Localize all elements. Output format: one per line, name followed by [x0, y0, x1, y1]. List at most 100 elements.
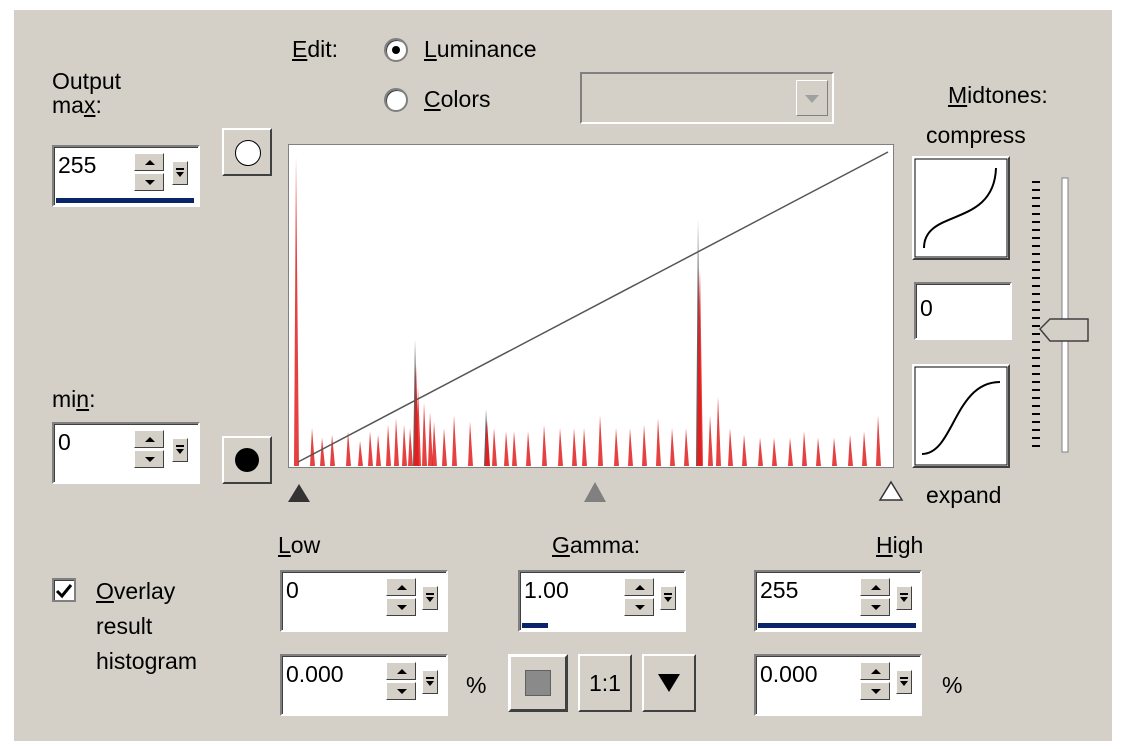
spin-down-icon[interactable] [386, 598, 416, 616]
spin-up-icon[interactable] [134, 430, 164, 448]
slider-track [1061, 177, 1069, 453]
histogram-bar [848, 434, 853, 466]
histogram-bar [346, 431, 351, 466]
low-spin-arrows[interactable] [386, 578, 416, 618]
high-triangle-icon[interactable] [878, 480, 904, 502]
colors-radio[interactable] [384, 88, 408, 112]
spin-up-icon[interactable] [386, 578, 416, 596]
gamma-triangle-icon[interactable] [584, 482, 606, 502]
midtones-slider[interactable] [1020, 172, 1100, 462]
black-point-button[interactable] [222, 436, 272, 484]
gamma-u: G [552, 532, 570, 558]
edit-label: Edit: [292, 36, 338, 62]
histogram-bar [572, 428, 577, 466]
midtones-u: M [948, 82, 968, 108]
output-min-spin-arrows[interactable] [134, 430, 164, 470]
output-min-label: min: [52, 386, 95, 412]
high-rest: igh [892, 532, 924, 558]
histogram-bar [758, 437, 763, 466]
high-percent-spin-arrows[interactable] [860, 662, 890, 702]
spin-down-icon[interactable] [860, 682, 890, 700]
histogram-bar [542, 424, 547, 466]
histogram-bar [628, 428, 633, 466]
dropdown-arrow-icon[interactable] [660, 586, 676, 610]
dropdown-arrow-icon[interactable] [422, 670, 438, 694]
spin-down-icon[interactable] [860, 598, 890, 616]
compress-curve-button[interactable] [912, 156, 1010, 260]
low-triangle-icon[interactable] [288, 484, 310, 502]
high-spinbox[interactable]: 255 [754, 570, 922, 632]
gamma-value[interactable]: 1.00 [524, 577, 569, 603]
gamma-label: Gamma: [552, 532, 640, 558]
histogram-bar [376, 434, 381, 466]
histogram-bar [788, 437, 793, 466]
output-label-max-pre: ma [52, 92, 84, 118]
high-percent-spinbox[interactable]: 0.000 [754, 654, 922, 716]
spin-up-icon[interactable] [860, 578, 890, 596]
low-percent-value[interactable]: 0.000 [286, 661, 344, 687]
midtones-value-field[interactable]: 0 [914, 282, 1012, 340]
colors-u: C [424, 86, 441, 112]
dropdown-arrow-icon[interactable] [896, 586, 912, 610]
high-level-bar [758, 623, 916, 628]
histogram-bar [504, 431, 509, 466]
slider-ticks [1032, 181, 1040, 447]
dropdown-arrow-icon[interactable] [172, 438, 188, 462]
spin-up-icon[interactable] [386, 662, 416, 680]
spin-down-icon[interactable] [386, 682, 416, 700]
options-menu-button[interactable] [642, 654, 696, 712]
high-spin-arrows[interactable] [860, 578, 890, 618]
output-max-spinbox[interactable]: 255 [52, 145, 200, 207]
colors-label[interactable]: Colors [424, 86, 490, 112]
histogram-bar [772, 437, 777, 466]
spin-down-icon[interactable] [624, 598, 654, 616]
expand-curve-icon [914, 366, 1008, 466]
spin-up-icon[interactable] [860, 662, 890, 680]
low-percent-spin-arrows[interactable] [386, 662, 416, 702]
output-min-spinbox[interactable]: 0 [52, 422, 200, 484]
luminance-radio[interactable] [384, 38, 408, 62]
high-percent-value[interactable]: 0.000 [760, 661, 818, 687]
low-spinbox[interactable]: 0 [280, 570, 448, 632]
histogram-bar [432, 421, 437, 466]
expand-curve-button[interactable] [912, 364, 1010, 468]
histogram-graph[interactable] [288, 144, 894, 468]
dropdown-arrow-icon[interactable] [422, 586, 438, 610]
low-percent-spinbox[interactable]: 0.000 [280, 654, 448, 716]
histogram-bar [582, 428, 587, 466]
spin-down-icon[interactable] [134, 450, 164, 468]
gamma-spin-arrows[interactable] [624, 578, 654, 618]
spin-up-icon[interactable] [624, 578, 654, 596]
overlay-label[interactable]: Overlay result histogram [96, 574, 197, 679]
gamma-spinbox[interactable]: 1.00 [518, 570, 686, 632]
triangle-down-icon [658, 674, 680, 692]
high-value[interactable]: 255 [760, 577, 799, 603]
histogram-bar [716, 396, 721, 466]
output-max-label: Output max: [52, 68, 121, 118]
one-to-one-button[interactable]: 1:1 [578, 654, 632, 712]
overlay-checkbox[interactable] [52, 578, 76, 602]
channel-dropdown[interactable] [580, 72, 834, 124]
luminance-label[interactable]: Luminance [424, 36, 537, 62]
square-icon [525, 670, 551, 696]
spin-up-icon[interactable] [134, 153, 164, 171]
histogram-bar [656, 418, 661, 466]
spin-down-icon[interactable] [134, 173, 164, 191]
low-label: Low [278, 532, 320, 558]
output-max-spin-arrows[interactable] [134, 153, 164, 193]
histogram-bar [728, 428, 733, 466]
dropdown-chevron-button[interactable] [796, 80, 828, 116]
dropdown-arrow-icon[interactable] [896, 670, 912, 694]
high-u: H [876, 532, 893, 558]
histogram-bar [512, 431, 517, 466]
histogram-bar [832, 437, 837, 466]
output-min-value[interactable]: 0 [58, 429, 71, 455]
white-point-button[interactable] [222, 128, 272, 176]
midtones-value[interactable]: 0 [920, 295, 933, 321]
low-value[interactable]: 0 [286, 577, 299, 603]
edit-label-rest: dit: [307, 36, 339, 62]
output-max-value[interactable]: 255 [58, 152, 97, 178]
slider-thumb[interactable] [1038, 318, 1089, 342]
dropdown-arrow-icon[interactable] [172, 161, 188, 185]
preview-square-button[interactable] [508, 654, 568, 712]
